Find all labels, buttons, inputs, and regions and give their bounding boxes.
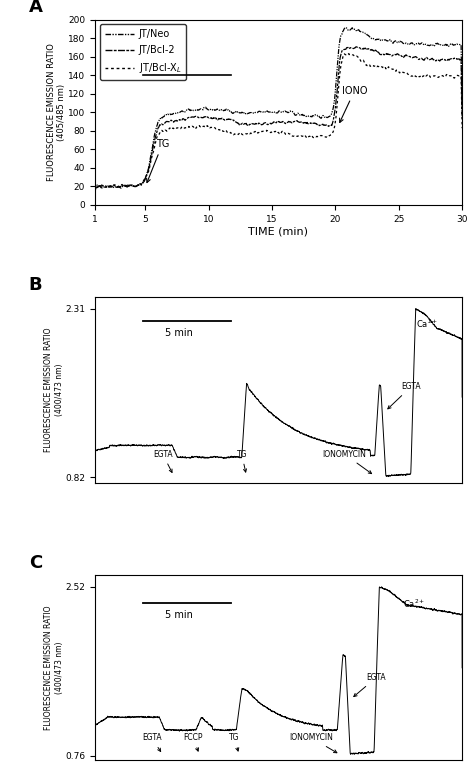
Text: A: A	[29, 0, 43, 16]
JT/Bcl-2	[208, 114, 214, 123]
Text: EGTA: EGTA	[354, 673, 386, 696]
Line: JT/Neo: JT/Neo	[95, 27, 462, 194]
X-axis label: TIME (min): TIME (min)	[248, 227, 309, 236]
JT/Bcl-2	[424, 53, 429, 62]
JT/Bcl-X$_L$	[345, 49, 351, 58]
JT/Bcl-2	[182, 115, 188, 125]
Line: JT/Bcl-X$_L$: JT/Bcl-X$_L$	[95, 53, 462, 194]
JT/Bcl-2	[353, 42, 359, 52]
JT/Bcl-X$_L$	[182, 123, 188, 132]
Text: TG: TG	[146, 140, 169, 183]
JT/Neo	[378, 35, 384, 45]
Text: B: B	[29, 276, 42, 294]
JT/Neo	[459, 104, 465, 114]
Text: IONOMYCIN: IONOMYCIN	[290, 733, 337, 753]
JT/Bcl-X$_L$	[208, 123, 214, 132]
Text: TG: TG	[237, 450, 247, 472]
JT/Bcl-X$_L$	[92, 189, 98, 198]
JT/Neo	[333, 78, 339, 87]
JT/Bcl-2	[459, 113, 465, 122]
JT/Bcl-X$_L$	[424, 71, 429, 81]
Text: TG: TG	[229, 733, 240, 751]
JT/Neo	[208, 105, 214, 114]
JT/Bcl-2	[378, 50, 384, 60]
JT/Neo	[424, 40, 429, 49]
Text: Ca$^{2+}$: Ca$^{2+}$	[403, 597, 426, 610]
JT/Neo	[92, 189, 98, 198]
JT/Bcl-2	[333, 96, 339, 106]
Text: FCCP: FCCP	[183, 733, 203, 751]
JT/Bcl-X$_L$	[459, 124, 465, 133]
Text: C: C	[29, 554, 42, 572]
Text: 5 min: 5 min	[164, 610, 192, 620]
JT/Bcl-X$_L$	[333, 112, 339, 122]
Text: EGTA: EGTA	[388, 382, 421, 408]
Text: Ca$^{2+}$: Ca$^{2+}$	[416, 318, 438, 330]
JT/Neo	[182, 107, 188, 117]
Y-axis label: FLUORESCENCE EMISSION RATIO
(400/473 nm): FLUORESCENCE EMISSION RATIO (400/473 nm)	[44, 605, 64, 730]
Text: IONOMYCIN: IONOMYCIN	[323, 450, 372, 474]
Text: EGTA: EGTA	[153, 450, 173, 473]
Text: IONO: IONO	[339, 85, 367, 122]
JT/Bcl-X$_L$	[195, 122, 201, 131]
Line: JT/Bcl-2: JT/Bcl-2	[95, 47, 462, 194]
Y-axis label: FLUORESCENCE EMISSION RATIO
(400/473 nm): FLUORESCENCE EMISSION RATIO (400/473 nm)	[44, 328, 64, 452]
JT/Neo	[195, 105, 201, 114]
Y-axis label: FLUORESCENCE EMISSION RATIO
(405/485 nm): FLUORESCENCE EMISSION RATIO (405/485 nm)	[47, 43, 66, 181]
JT/Neo	[343, 23, 349, 32]
Text: 5 min: 5 min	[164, 328, 192, 338]
JT/Bcl-2	[92, 189, 98, 198]
JT/Bcl-2	[195, 113, 201, 122]
Legend: JT/Neo, JT/Bcl-2, JT/Bcl-X$_L$: JT/Neo, JT/Bcl-2, JT/Bcl-X$_L$	[100, 24, 186, 80]
Text: EGTA: EGTA	[142, 733, 162, 752]
JT/Bcl-X$_L$	[378, 63, 384, 72]
